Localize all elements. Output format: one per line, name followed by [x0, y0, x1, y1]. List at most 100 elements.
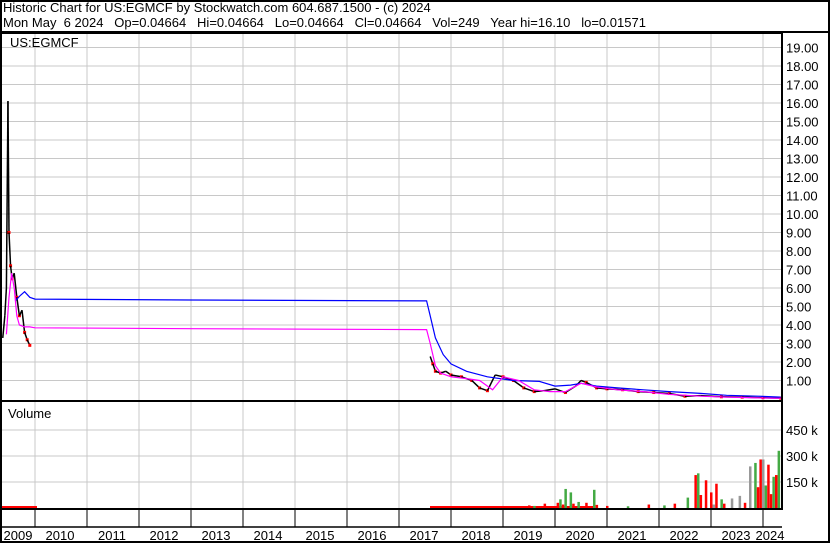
symbol-label: US:EGMCF [10, 35, 79, 50]
price-tick-label: 15.00 [786, 115, 819, 130]
volume-bar [569, 492, 573, 508]
price-segment [8, 232, 12, 266]
volume-bar [710, 492, 713, 508]
price-segment [512, 379, 525, 389]
chart-title: Historic Chart for US:EGMCF by Stockwatc… [3, 0, 431, 15]
price-tick-label: 19.00 [786, 41, 819, 56]
price-segment [13, 273, 18, 298]
year-label: 2022 [670, 528, 699, 543]
volume-bar [769, 494, 773, 508]
volume-bar [767, 464, 770, 508]
price-tick-label: 13.00 [786, 152, 819, 167]
volume-bar [764, 485, 768, 508]
price-tick-label: 14.00 [786, 133, 819, 148]
volume-bar [775, 475, 778, 508]
volume-bar [2, 506, 37, 508]
volume-bar [772, 476, 775, 508]
volume-bar [756, 487, 760, 508]
volume-bar [593, 489, 596, 508]
year-label: 2024 [756, 528, 785, 543]
volume-bar [564, 488, 567, 508]
volume-bar [777, 450, 781, 508]
volume-bar [556, 502, 560, 508]
volume-bar [723, 503, 726, 508]
long-moving-average-line [14, 290, 781, 398]
price-tick-label: 1.00 [786, 374, 811, 389]
volume-bar [743, 502, 747, 508]
volume-bar [528, 505, 531, 508]
volume-bar [699, 495, 703, 508]
volume-bar [559, 499, 562, 508]
price-tick-label: 11.00 [786, 189, 818, 204]
volume-bar [577, 501, 580, 508]
down-close-marker [28, 343, 32, 347]
price-tick-label: 6.00 [786, 281, 811, 296]
price-tick-label: 3.00 [786, 337, 811, 352]
volume-bar [626, 506, 630, 508]
volume-bar [647, 504, 651, 508]
volume-bar [430, 506, 595, 508]
price-tick-label: 18.00 [786, 59, 819, 74]
price-tick-label: 2.00 [786, 355, 811, 370]
volume-bar [730, 498, 734, 508]
price-tick-label: 7.00 [786, 263, 811, 278]
year-label: 2013 [202, 528, 231, 543]
price-tick-label: 16.00 [786, 96, 819, 111]
price-tick-label: 12.00 [786, 170, 819, 185]
year-label: 2023 [722, 528, 751, 543]
volume-bar [595, 504, 599, 508]
price-segment [450, 374, 462, 378]
volume-bar [543, 503, 547, 508]
price-tick-label: 10.00 [786, 207, 819, 222]
volume-bar [754, 462, 757, 508]
year-label: 2020 [566, 528, 595, 543]
volume-bar [759, 459, 762, 508]
volume-tick-label: 300 k [786, 449, 818, 464]
year-label: 2011 [98, 528, 126, 543]
price-tick-label: 5.00 [786, 300, 811, 315]
year-label: 2010 [46, 528, 75, 543]
price-segment [4, 287, 8, 316]
volume-bar [585, 502, 588, 508]
volume-bar [712, 504, 716, 508]
price-tick-label: 8.00 [786, 244, 811, 259]
year-label: 2009 [4, 528, 33, 543]
year-label: 2016 [358, 528, 387, 543]
price-segment [2, 315, 6, 339]
year-label: 2015 [306, 528, 335, 543]
volume-bar [561, 504, 565, 508]
volume-bar [762, 459, 765, 508]
volume-bar [533, 505, 536, 508]
price-segment [21, 310, 26, 333]
volume-bar [572, 503, 575, 508]
short-moving-average-line [5, 273, 781, 399]
volume-tick-label: 150 k [786, 475, 818, 490]
volume-tick-label: 450 k [786, 423, 818, 438]
volume-bar [673, 503, 677, 508]
volume-bar [704, 480, 708, 508]
volume-bar [663, 505, 666, 508]
year-label: 2019 [514, 528, 543, 543]
volume-bar [606, 505, 609, 508]
volume-bar [749, 466, 752, 508]
plot-frame [0, 32, 783, 510]
price-segment [16, 297, 21, 316]
price-segment [7, 101, 10, 233]
price-segment [523, 387, 535, 393]
year-label: 2017 [410, 528, 439, 543]
volume-label: Volume [8, 406, 51, 421]
year-label: 2012 [150, 528, 179, 543]
price-segment [544, 388, 556, 392]
price-tick-label: 4.00 [786, 318, 811, 333]
volume-bar [694, 475, 697, 508]
year-label: 2018 [462, 528, 491, 543]
year-label: 2021 [618, 528, 647, 543]
year-label: 2014 [254, 528, 283, 543]
volume-bar [720, 499, 723, 508]
volume-bar [697, 473, 700, 508]
volume-bar [686, 497, 690, 508]
volume-bar [715, 483, 718, 508]
